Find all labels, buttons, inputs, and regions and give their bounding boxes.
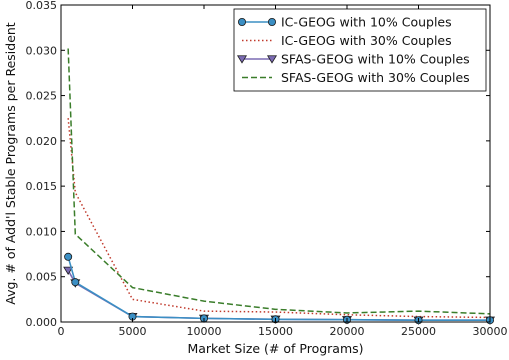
series-2-line bbox=[67, 118, 491, 319]
series-4-line bbox=[67, 48, 491, 315]
series-1-point-2 bbox=[71, 278, 80, 287]
y-tick-label-6: 0.025 bbox=[26, 90, 58, 103]
legend-entry-3: SFAS-GEOG with 10% Couples bbox=[236, 52, 470, 67]
legend-marker-3a bbox=[236, 55, 248, 64]
series-1-point-1 bbox=[64, 252, 73, 261]
y-tick-label-2: 0.005 bbox=[26, 271, 58, 284]
legend-box bbox=[233, 8, 487, 92]
legend-entry-2: IC-GEOG with 30% Couples bbox=[242, 33, 452, 48]
legend-label-1: IC-GEOG with 10% Couples bbox=[281, 15, 452, 30]
x-tick-label-4: 15000 bbox=[258, 325, 293, 338]
series-4 bbox=[67, 48, 491, 315]
x-tick-label-5: 20000 bbox=[330, 325, 365, 338]
x-tick-label-3: 10000 bbox=[187, 325, 222, 338]
axes-layer: 0 5000 10000 15000 20000 25000 30000 0.000 0.005… bbox=[26, 0, 508, 338]
y-tick-label-3: 0.010 bbox=[26, 225, 58, 238]
y-tick-label-4: 0.015 bbox=[26, 180, 58, 193]
y-tick-label-8: 0.035 bbox=[26, 0, 58, 12]
x-tick-label-7: 30000 bbox=[473, 325, 508, 338]
y-axis-label: Avg. # of Add'l Stable Programs per Resi… bbox=[3, 22, 18, 305]
legend-marker-3b bbox=[266, 55, 278, 64]
legend-label-3: SFAS-GEOG with 10% Couples bbox=[281, 52, 470, 67]
legend-marker-1a bbox=[237, 17, 246, 26]
series-1-line bbox=[67, 256, 490, 321]
x-axis-label: Market Size (# of Programs) bbox=[187, 341, 363, 356]
y-tick-label-1: 0.000 bbox=[26, 316, 58, 329]
series-2 bbox=[67, 118, 491, 319]
legend-label-2: IC-GEOG with 30% Couples bbox=[281, 33, 452, 48]
x-tick-label-2: 5000 bbox=[119, 325, 147, 338]
legend-entry-1: IC-GEOG with 10% Couples bbox=[237, 15, 452, 30]
legend: IC-GEOG with 10% Couples IC-GEOG with 30%… bbox=[233, 8, 487, 92]
y-tick-label-5: 0.020 bbox=[26, 135, 58, 148]
legend-marker-1b bbox=[267, 17, 276, 26]
series-3-point-1 bbox=[63, 266, 74, 276]
y-tick-label-7: 0.030 bbox=[26, 44, 58, 57]
x-tick-label-6: 25000 bbox=[401, 325, 436, 338]
legend-label-4: SFAS-GEOG with 30% Couples bbox=[281, 70, 470, 85]
x-tick-label-1: 0 bbox=[58, 325, 65, 338]
legend-entry-4: SFAS-GEOG with 30% Couples bbox=[242, 70, 470, 85]
